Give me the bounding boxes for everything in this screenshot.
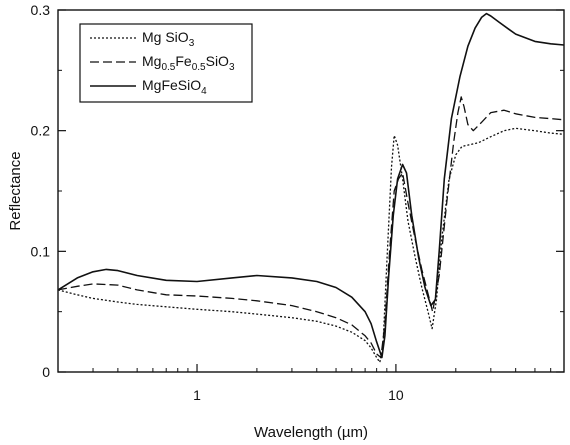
series-line-3	[57, 12, 565, 359]
y-tick-label: 0.2	[31, 123, 51, 139]
y-axis-ticks: 0 0.1 0.2 0.3	[31, 2, 564, 380]
y-tick-label: 0.3	[31, 2, 51, 18]
series-line-1	[57, 127, 565, 363]
y-tick-label: 0	[42, 364, 50, 380]
legend-label-3: MgFeSiO4	[142, 77, 207, 97]
y-axis-label: Reflectance	[7, 151, 24, 230]
legend: Mg SiO3 Mg0.5Fe0.5SiO3 MgFeSiO4	[79, 23, 253, 103]
series-line-2	[57, 96, 565, 359]
legend-label-2: Mg0.5Fe0.5SiO3	[142, 53, 235, 73]
legend-label-1: Mg SiO3	[142, 29, 195, 49]
x-axis-ticks: 1 10	[57, 364, 565, 403]
x-tick-label: 1	[193, 387, 201, 403]
plot-area: 1 10 0 0.1 0.2 0.3	[31, 2, 565, 403]
series-layer	[57, 12, 565, 363]
y-tick-label: 0.1	[31, 243, 51, 259]
x-tick-label: 10	[388, 387, 404, 403]
legend-box	[79, 23, 253, 103]
x-axis-label: Wavelength (µm)	[254, 424, 368, 441]
